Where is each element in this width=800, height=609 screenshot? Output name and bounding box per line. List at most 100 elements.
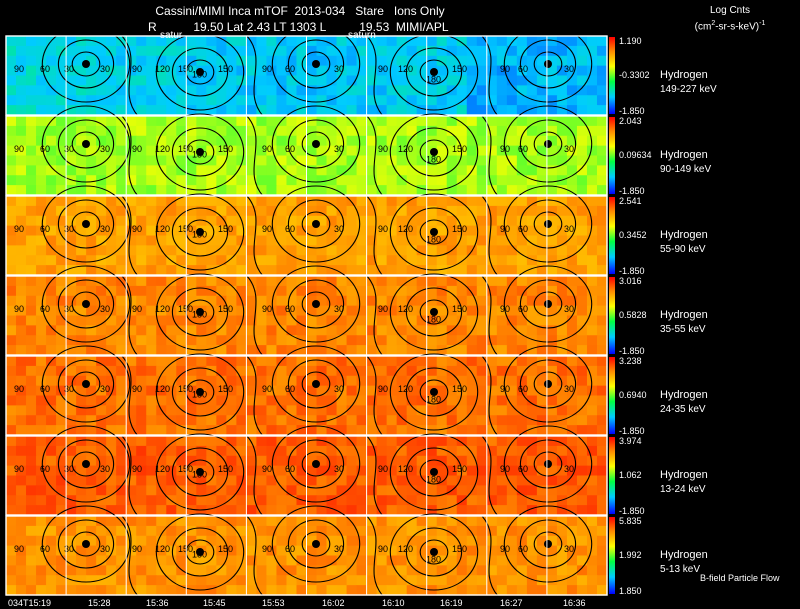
heatmap-cell xyxy=(166,465,177,477)
contour-label: 150 xyxy=(178,384,193,394)
heatmap-cell xyxy=(236,565,247,576)
heatmap-cell xyxy=(536,545,548,557)
heatmap-cell xyxy=(136,535,147,547)
heatmap-cell xyxy=(266,356,278,367)
heatmap-cell xyxy=(586,455,598,467)
heatmap-cell xyxy=(476,235,488,246)
heatmap-cell xyxy=(136,395,147,406)
heatmap-cell xyxy=(176,395,187,406)
heatmap-cell xyxy=(596,185,608,196)
heatmap-cell xyxy=(86,45,97,57)
heatmap-cell xyxy=(596,255,608,266)
contour-line xyxy=(287,439,345,489)
heatmap-cell xyxy=(356,436,368,447)
heatmap-cell xyxy=(256,155,268,166)
heatmap-cell xyxy=(576,325,588,336)
heatmap-cell xyxy=(396,545,408,557)
heatmap-cell xyxy=(16,356,27,367)
heatmap-cell xyxy=(46,375,57,387)
heatmap-cell xyxy=(46,325,57,336)
heatmap-cell xyxy=(576,465,588,477)
heatmap-cell xyxy=(536,465,548,477)
heatmap-cell xyxy=(106,425,117,436)
heatmap-cell xyxy=(16,285,27,297)
heatmap-cell xyxy=(446,356,458,367)
heatmap-cell xyxy=(276,325,288,336)
heatmap-cell xyxy=(216,325,227,336)
heatmap-cell xyxy=(406,436,418,447)
heatmap-cell xyxy=(66,145,77,157)
heatmap-cell xyxy=(586,196,598,207)
heatmap-cell xyxy=(106,85,117,96)
heatmap-cell xyxy=(286,165,298,176)
heatmap-cell xyxy=(536,276,548,287)
contour-label: 180 xyxy=(426,74,441,84)
heatmap-cell xyxy=(16,235,27,246)
heatmap-cell xyxy=(596,356,608,367)
heatmap-cell xyxy=(396,305,408,317)
heatmap-cell xyxy=(466,375,478,387)
heatmap-cell xyxy=(216,155,227,166)
heatmap-cell xyxy=(566,185,578,196)
heatmap-cell xyxy=(406,145,418,157)
heatmap-cell xyxy=(136,85,147,96)
contour-line xyxy=(71,371,101,397)
heatmap-cell xyxy=(326,185,338,196)
heatmap-cell xyxy=(236,245,247,256)
heatmap-cell xyxy=(286,365,298,377)
heatmap-cell xyxy=(426,295,438,307)
heatmap-cell xyxy=(246,325,258,336)
colorbar-max-label: 5.835 xyxy=(619,516,642,526)
heatmap-cell xyxy=(406,525,418,537)
heatmap-cell xyxy=(366,255,378,266)
heatmap-cell xyxy=(416,545,428,557)
heatmap-cell xyxy=(296,565,308,576)
heatmap-cell xyxy=(226,565,237,576)
heatmap-cell xyxy=(466,285,478,297)
heatmap-cell xyxy=(536,215,548,227)
heatmap-cell xyxy=(56,465,67,477)
heatmap-cell xyxy=(166,475,177,486)
heatmap-cell xyxy=(326,436,338,447)
heatmap-cell xyxy=(306,565,318,576)
heatmap-cell xyxy=(576,555,588,566)
contour-line xyxy=(41,345,131,423)
heatmap-cell xyxy=(366,295,378,307)
heatmap-cell xyxy=(406,196,418,207)
heatmap-cell xyxy=(316,345,328,356)
field-direction-marker xyxy=(312,380,320,388)
heatmap-cell xyxy=(486,205,498,217)
heatmap-cell xyxy=(576,516,588,527)
heatmap-cell xyxy=(396,505,408,516)
heatmap-cell xyxy=(596,265,608,276)
heatmap-cell xyxy=(376,95,388,106)
heatmap-cell xyxy=(6,516,17,527)
heatmap-cell xyxy=(196,395,207,406)
heatmap-cell xyxy=(136,45,147,57)
heatmap-cell xyxy=(446,475,458,486)
contour-line xyxy=(405,47,463,97)
heatmap-cell xyxy=(346,495,358,506)
heatmap-cell xyxy=(436,535,448,547)
heatmap-cell xyxy=(586,36,598,47)
heatmap-cell xyxy=(426,135,438,147)
heatmap-cell xyxy=(286,245,298,256)
panel-frame xyxy=(5,515,608,596)
heatmap-cell xyxy=(276,545,288,557)
contour-label: 60 xyxy=(518,544,528,554)
heatmap-cell xyxy=(256,345,268,356)
heatmap-cell xyxy=(586,155,598,166)
heatmap-cell xyxy=(6,415,17,426)
heatmap-cell xyxy=(226,385,237,397)
heatmap-cell xyxy=(436,65,448,77)
heatmap-cell xyxy=(516,225,528,237)
heatmap-cell xyxy=(536,65,548,77)
heatmap-cell xyxy=(256,105,268,116)
heatmap-cell xyxy=(126,465,137,477)
heatmap-cell xyxy=(76,555,87,566)
heatmap-cell xyxy=(596,585,608,596)
heatmap-cell xyxy=(496,485,508,496)
heatmap-cell xyxy=(56,135,67,147)
heatmap-cell xyxy=(326,255,338,266)
heatmap-cell xyxy=(66,385,77,397)
